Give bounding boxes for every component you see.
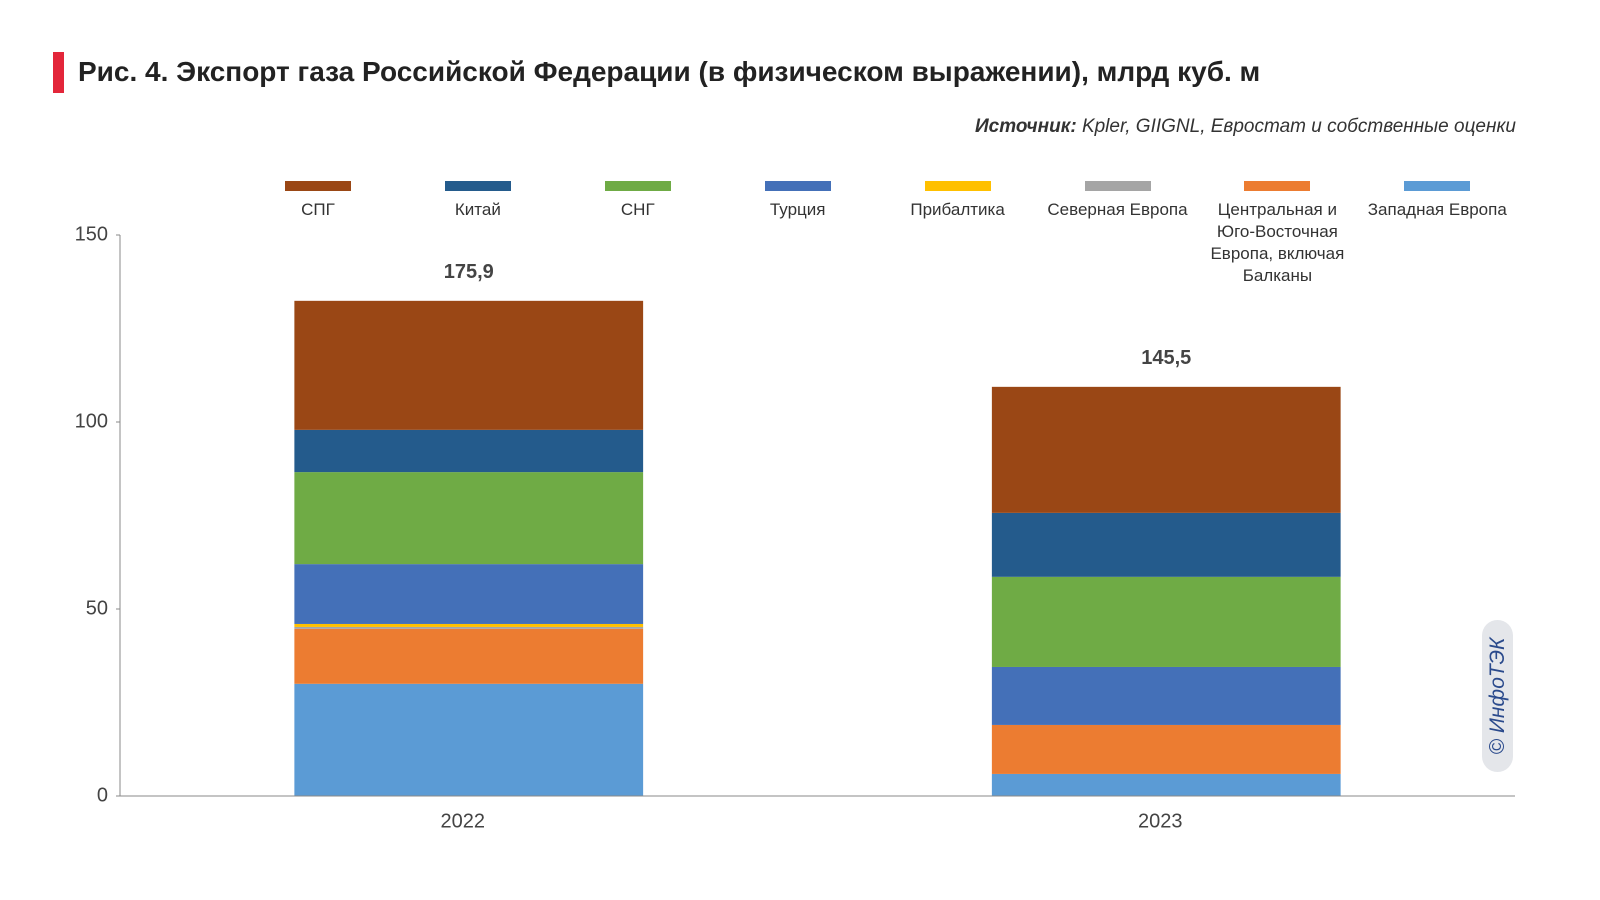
chart-title: Рис. 4. Экспорт газа Российской Федераци… <box>78 56 1261 87</box>
watermark: © ИнфоТЭК <box>1482 620 1513 772</box>
bar-segment <box>991 724 1341 774</box>
y-tick-label: 50 <box>86 597 108 619</box>
legend-swatch <box>444 181 511 191</box>
bar-segment <box>294 429 644 473</box>
x-tick-label: 2023 <box>1138 810 1183 832</box>
title-marker <box>53 52 64 93</box>
bar-segment <box>991 512 1341 577</box>
legend-label: Центральная и Юго-Восточная Европа, вклю… <box>1210 200 1345 285</box>
bar-segment <box>991 773 1341 796</box>
bar-segment <box>294 564 644 624</box>
source-label: Источник: <box>975 116 1077 137</box>
legend-label: Прибалтика <box>910 200 1005 219</box>
legend-label: Китай <box>454 200 501 219</box>
legend-label: Западная Европа <box>1367 200 1507 219</box>
bar-segment <box>294 623 644 627</box>
y-tick-label: 150 <box>75 223 108 245</box>
legend-item: Центральная и Юго-Восточная Европа, вклю… <box>1202 181 1352 287</box>
legend-label: СНГ <box>620 200 655 219</box>
bar-segment <box>294 472 644 565</box>
bar-segment <box>294 626 644 629</box>
bar-segment <box>294 628 644 684</box>
legend-item: СНГ <box>563 181 713 221</box>
legend-swatch <box>1244 181 1311 191</box>
legend-item: Прибалтика <box>883 181 1033 221</box>
legend-item: Турция <box>723 181 873 221</box>
bar-segment <box>991 386 1341 513</box>
legend-item: СПГ <box>243 181 393 221</box>
legend-swatch <box>924 181 991 191</box>
source-text: Kpler, GIIGNL, Евростат и собственные оц… <box>1081 116 1516 137</box>
legend-swatch <box>764 181 831 191</box>
legend-label: Северная Европа <box>1047 200 1188 219</box>
legend-item: Северная Европа <box>1043 181 1193 221</box>
legend-item: Западная Европа <box>1362 181 1512 221</box>
legend-swatch <box>604 181 671 191</box>
source: Источник: Kpler, GIIGNL, Евростат и собс… <box>975 116 1516 138</box>
legend-swatch <box>1404 181 1471 191</box>
y-tick-label: 0 <box>97 784 108 806</box>
legend-label: СПГ <box>301 200 335 219</box>
watermark-text: © ИнфоТЭК <box>1485 637 1509 755</box>
legend-item: Китай <box>403 181 553 221</box>
total-label: 145,5 <box>1141 347 1191 369</box>
legend-swatch <box>285 181 351 191</box>
bar-segment <box>991 666 1341 725</box>
y-tick-label: 100 <box>75 410 108 432</box>
legend-label: Турция <box>769 200 826 219</box>
legend-swatch <box>1084 181 1151 191</box>
bar-segment <box>991 576 1341 667</box>
bar-segment <box>294 683 644 796</box>
bar-segment <box>294 300 644 430</box>
x-tick-label: 2022 <box>441 810 486 832</box>
total-label: 175,9 <box>444 261 494 283</box>
